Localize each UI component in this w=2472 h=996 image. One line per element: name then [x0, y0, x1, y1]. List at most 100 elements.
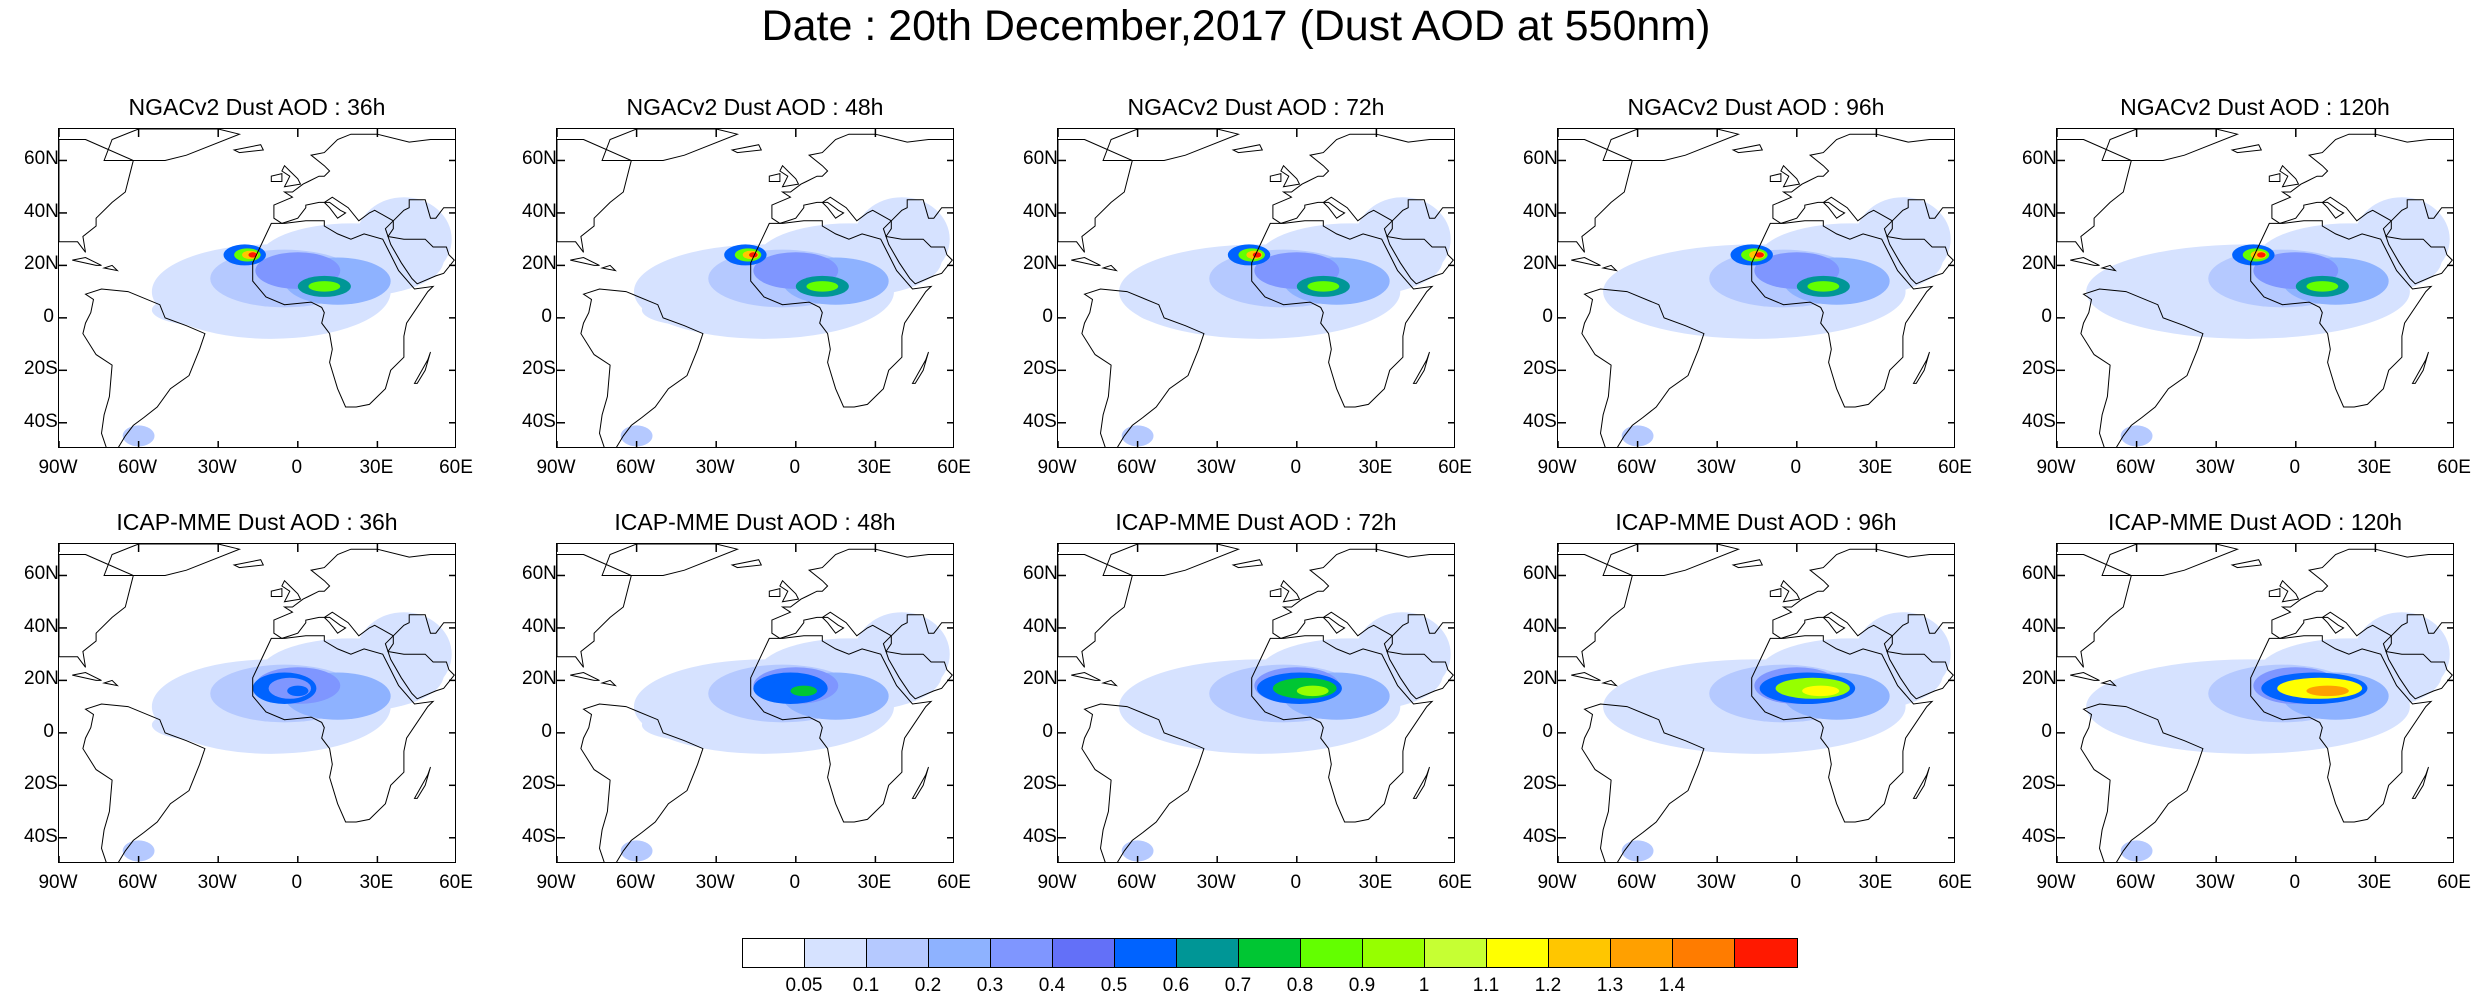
colorbar-swatch [805, 939, 867, 967]
aod-contour-patch [2120, 840, 2153, 862]
dust-aod-field [620, 197, 950, 447]
aod-contour-patch [308, 281, 341, 292]
coastline [1581, 288, 1705, 447]
coastline [1272, 548, 1454, 700]
panel-title: ICAP-MME Dust AOD : 48h [614, 509, 896, 535]
lat-tick-label: 60N [1523, 148, 1558, 170]
lat-tick-label: 60N [24, 148, 59, 170]
map-svg [59, 129, 455, 447]
lat-tick-label: 20N [1023, 668, 1058, 690]
colorbar-level-label: 0.9 [1348, 975, 1376, 996]
aod-contour-patch [1626, 294, 1734, 326]
dust-aod-map [556, 128, 954, 448]
coastline [273, 133, 455, 285]
lon-tick-label: 60W [1617, 457, 1657, 478]
lat-tick-label: 20S [522, 358, 556, 380]
coastline [103, 129, 242, 161]
lat-tick-label: 60N [2022, 148, 2057, 170]
colorbar-level-label: 0.7 [1224, 975, 1252, 996]
lon-tick-label: 90W [1537, 872, 1577, 893]
lon-tick-label: 30E [857, 872, 892, 893]
aod-contour-patch [1307, 281, 1340, 292]
lat-tick-label: 40S [24, 825, 58, 847]
aod-contour-patch [1121, 840, 1154, 862]
map-svg [2057, 129, 2453, 447]
dust-aod-field [122, 612, 452, 862]
aod-contour-patch [790, 685, 818, 697]
coastline [1412, 351, 1430, 384]
lat-tick-label: 40S [1023, 825, 1057, 847]
dust-aod-map [2056, 543, 2454, 863]
coastline [1269, 587, 1282, 597]
lat-tick-label: 40S [1023, 410, 1057, 432]
lat-tick-label: 60N [2022, 563, 2057, 585]
colorbar-swatch [991, 939, 1053, 967]
lat-tick-label: 40S [24, 410, 58, 432]
aod-contour-patch [248, 252, 257, 258]
lat-tick-label: 40S [522, 410, 556, 432]
lon-tick-label: 60W [616, 872, 656, 893]
lat-tick-label: 0 [1542, 305, 1553, 327]
coastline [103, 544, 242, 576]
lon-tick-label: 30E [2357, 872, 2392, 893]
coastline [1571, 671, 1601, 681]
panel-title: ICAP-MME Dust AOD : 120h [2108, 509, 2402, 535]
coastline [1102, 544, 1241, 576]
coastline [1231, 559, 1264, 569]
lon-tick-label: 30W [1196, 457, 1236, 478]
aod-contour-patch [1134, 294, 1242, 326]
lon-tick-label: 60W [1117, 872, 1157, 893]
coastline [1558, 139, 1633, 253]
coastline [2268, 172, 2281, 182]
coastline [82, 703, 206, 862]
lon-tick-label: 0 [2289, 457, 2301, 478]
coastline [281, 579, 302, 603]
dust-aod-field [2086, 612, 2450, 862]
colorbar-swatch [1363, 939, 1425, 967]
lat-tick-label: 0 [43, 305, 54, 327]
dust-aod-field [620, 612, 950, 862]
lon-tick-label: 60W [118, 872, 158, 893]
lat-tick-label: 0 [1542, 720, 1553, 742]
map-svg [557, 129, 953, 447]
coastline [1780, 164, 1801, 188]
colorbar-level-label: 0.4 [1038, 975, 1066, 996]
coastline [2230, 144, 2263, 154]
dust-aod-map [1057, 128, 1455, 448]
coastline [102, 679, 119, 687]
panel-title: ICAP-MME Dust AOD : 96h [1615, 509, 1897, 535]
lat-tick-label: 0 [541, 305, 552, 327]
aod-contour-patch [641, 294, 749, 326]
colorbar-level-label: 0.2 [914, 975, 942, 996]
coastline [102, 264, 119, 272]
lon-tick-label: 30W [1196, 872, 1236, 893]
lat-tick-label: 40N [1023, 200, 1058, 222]
coastlines [2057, 544, 2453, 862]
lon-tick-label: 60E [2437, 457, 2471, 478]
coastline [1769, 172, 1782, 182]
map-svg [1058, 544, 1454, 862]
coastlines [1058, 544, 1454, 862]
aod-contour-patch [2306, 685, 2349, 697]
coastline [2411, 351, 2429, 384]
coastline [273, 548, 455, 700]
coastlines [59, 544, 455, 862]
lon-tick-label: 90W [1037, 872, 1077, 893]
coastline [1102, 129, 1241, 161]
coastline [1601, 264, 1618, 272]
dust-aod-field [1603, 612, 1951, 862]
lon-tick-label: 30E [1858, 457, 1893, 478]
lon-tick-label: 30E [1358, 872, 1393, 893]
coastlines [1558, 129, 1954, 447]
colorbar-level-label: 0.1 [852, 975, 880, 996]
colorbar-level-label: 1.1 [1472, 975, 1500, 996]
aod-contour-patch [620, 840, 653, 862]
aod-contour-patch [806, 281, 839, 292]
lon-tick-label: 90W [1537, 457, 1577, 478]
coastline [2279, 579, 2300, 603]
lat-tick-label: 40N [522, 615, 557, 637]
coastline [2101, 129, 2240, 161]
panel-title: NGACv2 Dust AOD : 48h [626, 94, 884, 120]
coastline [1412, 766, 1430, 799]
colorbar-level-label: 0.6 [1162, 975, 1190, 996]
